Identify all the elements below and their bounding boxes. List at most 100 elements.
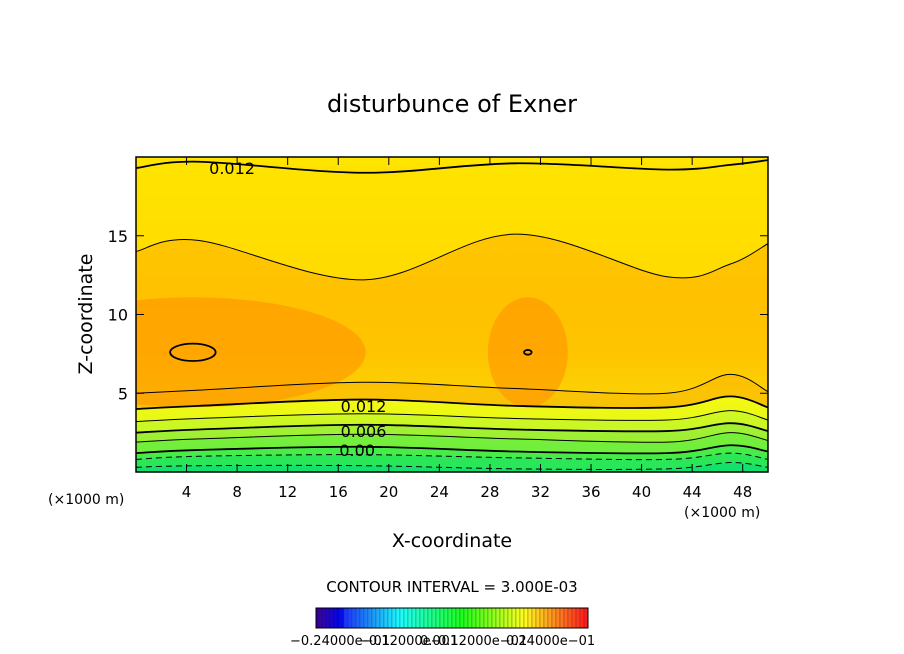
contour-line	[136, 444, 768, 455]
colorbar	[315, 607, 589, 629]
contour-line	[136, 373, 768, 395]
contour-band	[136, 453, 768, 470]
contour-maximum	[523, 349, 533, 356]
colorbar-swatch	[575, 607, 581, 629]
x-tick-label: 48	[733, 483, 752, 501]
colorbar-swatch	[391, 607, 397, 629]
contour-band	[136, 445, 768, 460]
colorbar-swatch	[495, 607, 501, 629]
colorbar-swatch	[367, 607, 373, 629]
colorbar-swatch	[415, 607, 421, 629]
colorbar-swatch	[323, 607, 329, 629]
contour-core-fill	[487, 297, 568, 408]
contour-line	[136, 233, 768, 281]
contour-band	[136, 374, 768, 409]
contour-line	[136, 159, 768, 174]
x-tick-label: 12	[278, 483, 297, 501]
colorbar-swatch	[339, 607, 345, 629]
colorbar-swatch	[431, 607, 437, 629]
colorbar-swatch	[507, 607, 513, 629]
contour-maximum	[169, 342, 217, 362]
x-tick-label: 16	[329, 483, 348, 501]
colorbar-swatch	[519, 607, 525, 629]
colorbar-swatch	[475, 607, 481, 629]
colorbar-swatch	[379, 607, 385, 629]
colorbar-swatch	[459, 607, 465, 629]
contour-label: 0.012	[209, 159, 255, 178]
y-tick-label: 10	[108, 306, 128, 325]
colorbar-swatch	[359, 607, 365, 629]
colorbar-swatch	[535, 607, 541, 629]
contour-line	[136, 432, 768, 443]
colorbar-swatch	[315, 607, 321, 629]
x-tick-label: 20	[379, 483, 398, 501]
colorbar-swatch	[371, 607, 377, 629]
colorbar-swatch	[427, 607, 433, 629]
colorbar-swatch	[355, 607, 361, 629]
contour-band	[136, 423, 768, 443]
y-tick-label: 15	[108, 227, 128, 246]
colorbar-frame	[315, 607, 589, 629]
contour-band	[136, 432, 768, 454]
x-unit-right: (×1000 m)	[684, 505, 760, 521]
colorbar-swatch	[583, 607, 589, 629]
colorbar-swatch	[419, 607, 425, 629]
colorbar-label-4: 0.12000e−01	[438, 634, 527, 649]
contour-core-fill	[136, 297, 366, 408]
x-tick-label: 44	[683, 483, 702, 501]
colorbar-label-2: −0.12000e−01	[358, 634, 458, 649]
colorbar-swatch	[423, 607, 429, 629]
colorbar-label-1: −0.24000e−01	[290, 634, 390, 649]
colorbar-swatch	[539, 607, 545, 629]
colorbar-swatch	[387, 607, 393, 629]
x-tick-label: 8	[232, 483, 242, 501]
contour-band	[136, 410, 768, 433]
x-tick-label: 32	[531, 483, 550, 501]
colorbar-swatch	[503, 607, 509, 629]
colorbar-swatch	[411, 607, 417, 629]
contour-band	[136, 160, 768, 280]
colorbar-swatch	[555, 607, 561, 629]
colorbar-swatch	[363, 607, 369, 629]
colorbar-swatch	[407, 607, 413, 629]
colorbar-swatch	[559, 607, 565, 629]
x-tick-label: 28	[480, 483, 499, 501]
colorbar-swatch	[347, 607, 353, 629]
colorbar-swatch	[527, 607, 533, 629]
colorbar-swatch	[483, 607, 489, 629]
colorbar-swatch	[335, 607, 341, 629]
colorbar-swatch	[499, 607, 505, 629]
colorbar-swatch	[331, 607, 337, 629]
colorbar-swatch	[439, 607, 445, 629]
colorbar-swatch	[327, 607, 333, 629]
chart-title: disturbunce of Exner	[327, 90, 577, 118]
y-axis-label: Z-coordinate	[75, 254, 97, 375]
colorbar-swatch	[551, 607, 557, 629]
contour-label: 0.012	[341, 397, 387, 416]
x-tick-label: 36	[581, 483, 600, 501]
y-tick-label: 5	[118, 384, 128, 403]
colorbar-swatch	[351, 607, 357, 629]
colorbar-swatch	[567, 607, 573, 629]
colorbar-swatch	[395, 607, 401, 629]
colorbar-swatch	[375, 607, 381, 629]
contour-line	[136, 462, 768, 470]
contour-line	[136, 395, 768, 410]
colorbar-swatch	[403, 607, 409, 629]
contour-interval-text: CONTOUR INTERVAL = 3.000E-03	[326, 578, 577, 596]
colorbar-swatch	[547, 607, 553, 629]
colorbar-swatch	[343, 607, 349, 629]
colorbar-swatch	[383, 607, 389, 629]
colorbar-swatch	[487, 607, 493, 629]
colorbar-swatch	[467, 607, 473, 629]
colorbar-swatch	[455, 607, 461, 629]
colorbar-label-3: 0.0	[420, 634, 441, 649]
colorbar-swatch	[471, 607, 477, 629]
colorbar-swatch	[319, 607, 325, 629]
colorbar-swatch	[399, 607, 405, 629]
colorbar-swatch	[511, 607, 517, 629]
colorbar-swatch	[443, 607, 449, 629]
colorbar-swatch	[543, 607, 549, 629]
